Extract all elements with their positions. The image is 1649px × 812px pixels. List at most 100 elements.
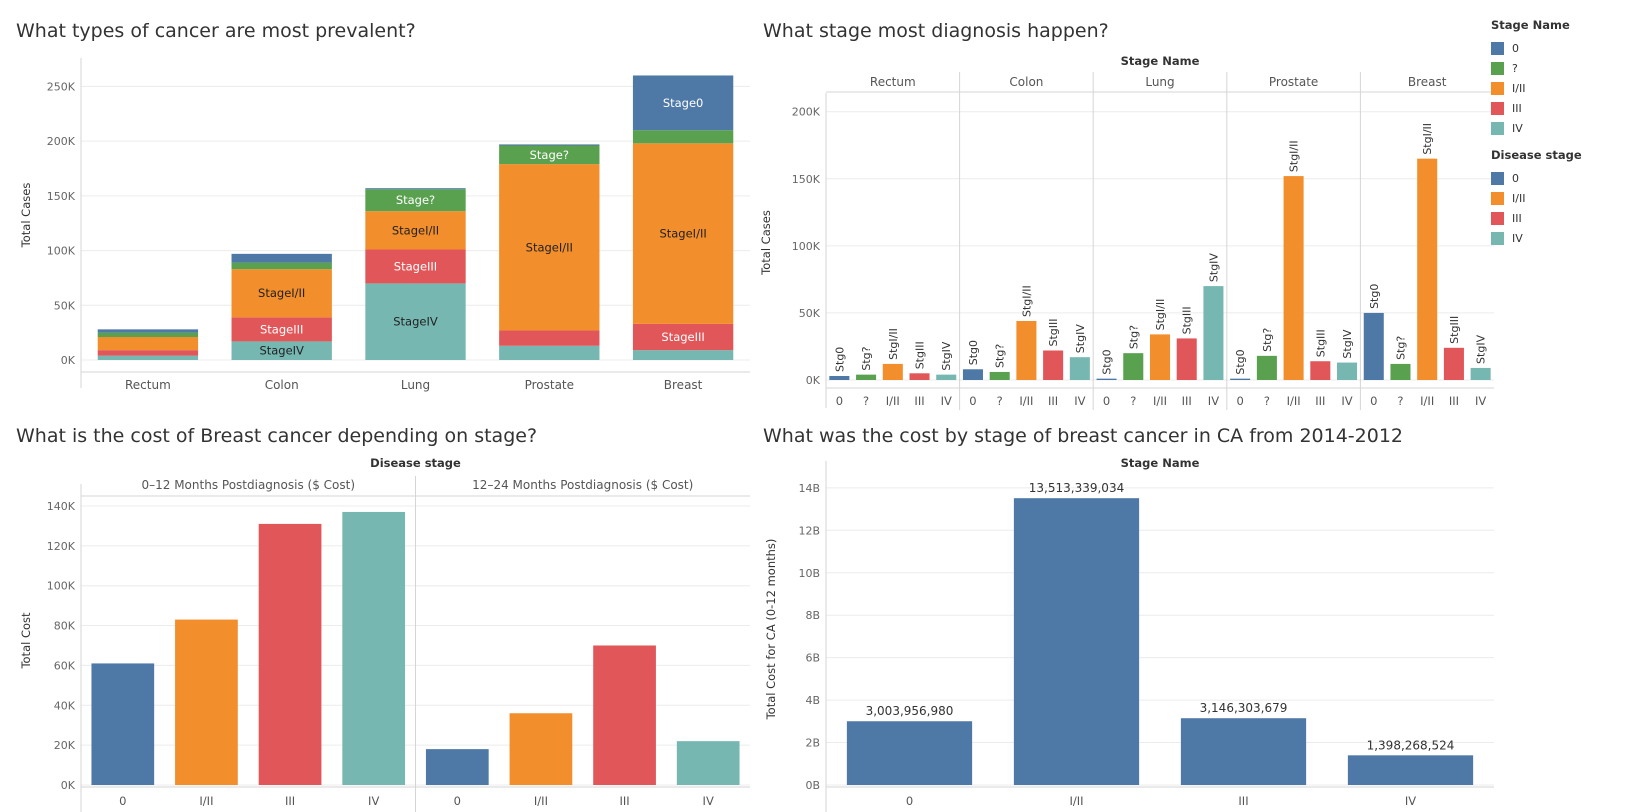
bar-value-label-stage-3: 3,146,303,679: [1200, 701, 1288, 715]
bar-label-breast-stage-0: Stg0: [1368, 284, 1381, 309]
legend-label: I/II: [1512, 81, 1526, 95]
bar-label-prostate-stage-unknown: Stage?: [530, 148, 569, 162]
bar-breast-stage-unknown: [1390, 363, 1411, 380]
bar-12-24-months-postdiagnosis-cost-stage-3: [593, 645, 656, 785]
bar-label-colon-stage-3: StageIII: [260, 322, 303, 336]
bar-rectum-stage-3: [97, 350, 199, 356]
legend-swatch: [1491, 231, 1504, 245]
legend-label: 0: [1512, 171, 1519, 185]
legend-item-stage-name-stage-1-2[interactable]: I/II: [1491, 78, 1641, 98]
bar-label-breast-stage-3: StgIII: [1448, 316, 1461, 344]
bar-label-lung-stage-4: StgIV: [1207, 253, 1220, 283]
bl-ytick-label: 80K: [54, 620, 76, 633]
bar-label-colon-stage-3: StgIII: [1047, 318, 1060, 346]
bl-ytick-label: 40K: [54, 699, 76, 712]
tr-ytick-label: 200K: [792, 106, 821, 119]
bar-colon-stage-4: [231, 341, 332, 360]
bar-label-prostate-stage-3: StgIII: [1314, 329, 1327, 357]
x-tick-label-stage-1-2: I/II: [1069, 794, 1083, 808]
x-tick-label-breast-stage-0: 0: [1370, 394, 1377, 408]
x-tick-label-prostate: Prostate: [525, 378, 574, 392]
x-tick-label-prostate-stage-4: IV: [1341, 394, 1352, 408]
br-ytick-label: 10B: [798, 567, 820, 580]
bar-prostate-stage-3: [499, 330, 600, 346]
x-tick-label-lung-stage-4: IV: [1208, 394, 1219, 408]
bar-label-lung-stage-4: StageIV: [393, 315, 438, 329]
legend-item-stage-name-stage-4[interactable]: IV: [1491, 118, 1641, 138]
bar-prostate-stage-unknown: [1256, 355, 1277, 380]
bar-0-12-months-postdiagnosis-cost-stage-0: [91, 663, 155, 785]
bar-label-breast-stage-3: StageIII: [661, 330, 704, 344]
bar-breast-stage-1-2: [1417, 158, 1438, 380]
bar-label-lung-stage-3: StgIII: [1181, 306, 1194, 334]
br-ytick-label: 12B: [798, 524, 820, 537]
bar-colon-stage-unknown: [231, 262, 332, 270]
legend-item-disease-stage-stage-0[interactable]: 0: [1491, 168, 1641, 188]
bar-breast-stage-1-2: [632, 143, 734, 324]
bar-rectum-stage-0: [97, 329, 199, 333]
bar-breast-stage-unknown: [632, 130, 734, 144]
bar-breast-stage-0: [632, 75, 734, 131]
bar-ca-cost-stage-4: [1347, 755, 1474, 785]
bl-ytick-label: 140K: [47, 500, 76, 513]
bar-prostate-stage-unknown: [499, 145, 600, 165]
bar-label-breast-stage-4: StgIV: [1475, 334, 1488, 364]
bar-label-breast-stage-1-2: StgI/II: [1421, 123, 1434, 155]
bar-colon-stage-1-2: [1016, 320, 1037, 380]
bar-colon-stage-4: [1069, 357, 1090, 380]
bar-lung-stage-3: [365, 249, 466, 284]
bar-lung-stage-3: [1176, 338, 1197, 380]
chart-title-diagnosis-stage: What stage most diagnosis happen?: [763, 20, 1109, 42]
x-tick-label-breast-stage-4: IV: [1475, 394, 1486, 408]
legend-swatch: [1491, 101, 1504, 115]
br-ytick-label: 6B: [805, 652, 820, 665]
legend-item-disease-stage-stage-1-2[interactable]: I/II: [1491, 188, 1641, 208]
bar-label-lung-stage-1-2: StageI/II: [392, 223, 439, 237]
x-tick-label-prostate-stage-0: 0: [1236, 394, 1243, 408]
br-header-stage-name: Stage Name: [1121, 456, 1200, 470]
bar-rectum-stage-unknown: [97, 332, 199, 338]
bar-rectum-stage-1-2: [97, 337, 199, 351]
legend-item-stage-name-stage-0[interactable]: 0: [1491, 38, 1641, 58]
facet-header-0-12-months-postdiagnosis-cost: 0–12 Months Postdiagnosis ($ Cost): [141, 478, 355, 492]
chart-title-cancer-types: What types of cancer are most prevalent?: [16, 20, 416, 42]
bar-breast-stage-4: [632, 350, 734, 360]
tl-y-axis-label: Total Cases: [19, 183, 33, 249]
bar-label-prostate-stage-1-2: StgI/II: [1288, 140, 1301, 172]
bar-lung-stage-4: [365, 283, 466, 360]
x-tick-label-stage-4: IV: [1405, 794, 1416, 808]
bar-label-breast-stage-1-2: StageI/II: [659, 227, 706, 241]
legend-swatch: [1491, 121, 1504, 135]
legend-label: ?: [1512, 61, 1518, 75]
legend-item-stage-name-stage-3[interactable]: III: [1491, 98, 1641, 118]
legend-swatch: [1491, 171, 1504, 185]
legend-swatch: [1491, 211, 1504, 225]
legend-label: III: [1512, 101, 1522, 115]
bar-colon-stage-3: [1043, 350, 1064, 380]
bar-label-rectum-stage-1-2: StgI/II: [887, 328, 900, 360]
x-tick-label-colon-stage-0: 0: [969, 394, 976, 408]
chart-breast-cost: 0K 20K 40K 60K 80K 100K 120K 140K Total Cost Dise…: [19, 456, 750, 812]
legend: Stage Name 0? I/II III IV Disease stage 0 I/…: [1491, 14, 1641, 248]
x-tick-label-0-12-months-postdiagnosis-cost-stage-0: 0: [119, 794, 126, 808]
legend-item-disease-stage-stage-3[interactable]: III: [1491, 208, 1641, 228]
tr-ytick-label: 100K: [792, 240, 821, 253]
facet-header-12-24-months-postdiagnosis-cost: 12–24 Months Postdiagnosis ($ Cost): [472, 478, 693, 492]
x-tick-label-rectum-stage-4: IV: [941, 394, 952, 408]
x-tick-label-prostate-stage-unknown: ?: [1264, 394, 1270, 408]
chart-cancer-types: 0K 50K 100K 150K 200K 250K Total Cases Rectum St…: [19, 58, 750, 392]
legend-item-disease-stage-stage-4[interactable]: IV: [1491, 228, 1641, 248]
chart-title-ca-cost: What was the cost by stage of breast can…: [763, 425, 1404, 447]
bar-breast-stage-3: [1443, 347, 1464, 380]
tl-ytick-label: 250K: [47, 80, 76, 93]
x-tick-label-0-12-months-postdiagnosis-cost-stage-1-2: I/II: [199, 794, 213, 808]
legend-item-stage-name-stage-unknown[interactable]: ?: [1491, 58, 1641, 78]
facet-header-colon: Colon: [1009, 75, 1043, 89]
x-tick-label-colon-stage-unknown: ?: [997, 394, 1003, 408]
x-tick-label-12-24-months-postdiagnosis-cost-stage-3: III: [619, 794, 629, 808]
bar-prostate-stage-0: [1230, 378, 1251, 380]
bar-colon-stage-0: [962, 369, 983, 380]
bar-rectum-stage-4: [97, 355, 199, 360]
facet-header-lung: Lung: [1145, 75, 1174, 89]
x-tick-label-colon-stage-4: IV: [1074, 394, 1085, 408]
